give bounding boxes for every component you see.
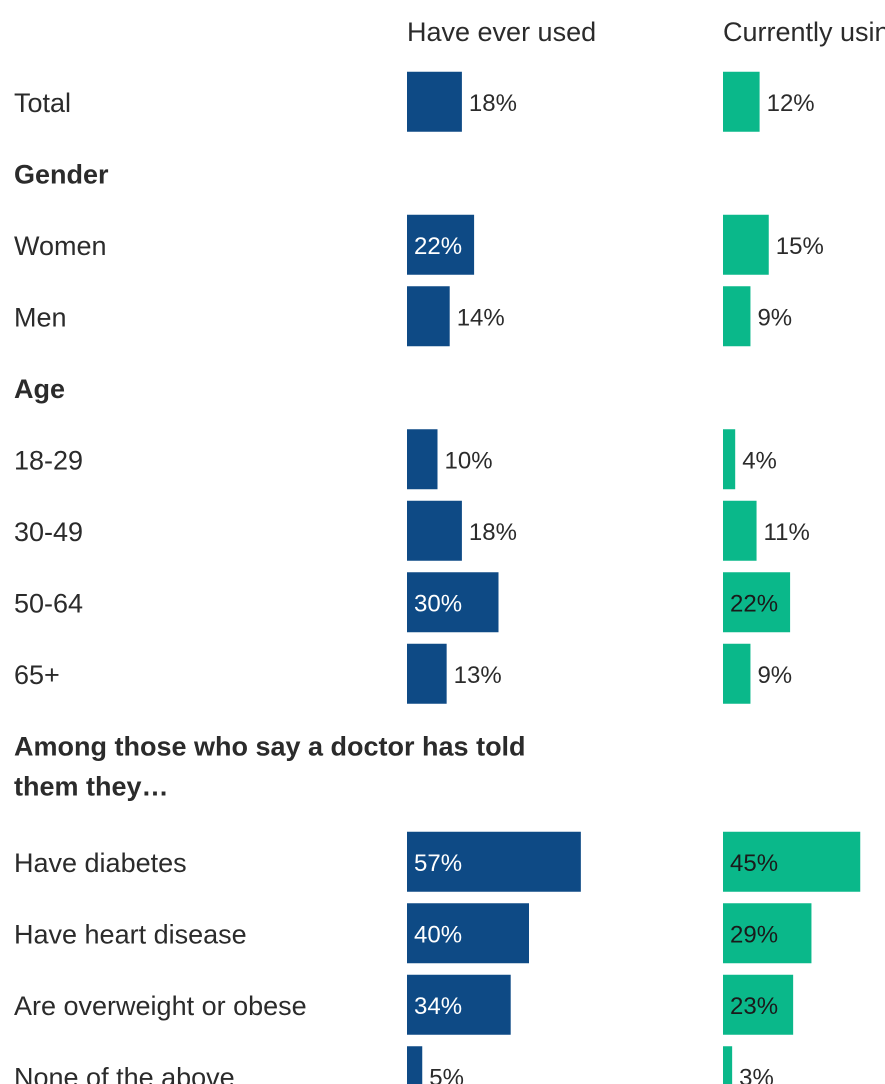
value-label-currently-using: 9%: [757, 662, 792, 689]
bar-currently-using: [723, 643, 751, 704]
section-label: Age: [14, 374, 65, 404]
value-label-currently-using: 23%: [730, 993, 778, 1020]
value-label-currently-using: 45%: [730, 850, 778, 877]
row-label: Total: [14, 88, 71, 118]
value-label-ever-used: 40%: [414, 921, 462, 948]
value-label-currently-using: 4%: [742, 447, 777, 474]
row-label: None of the above: [14, 1062, 235, 1084]
section-label: Gender: [14, 159, 109, 189]
bar-ever-used: [407, 71, 462, 132]
row-label: 65+: [14, 660, 60, 690]
bar-ever-used: [407, 831, 581, 892]
bar-ever-used: [407, 903, 529, 964]
bar-ever-used: [407, 572, 499, 633]
row-label: 50-64: [14, 588, 83, 618]
bar-currently-using: [723, 974, 794, 1035]
section-label: them they…: [14, 771, 169, 801]
value-label-currently-using: 3%: [739, 1064, 774, 1084]
value-label-ever-used: 30%: [414, 590, 462, 617]
row-label: Women: [14, 231, 107, 261]
value-label-currently-using: 9%: [757, 304, 792, 331]
value-label-ever-used: 5%: [429, 1064, 464, 1084]
row-label: Are overweight or obese: [14, 991, 307, 1021]
bar-ever-used: [407, 974, 511, 1035]
bar-ever-used: [407, 500, 462, 561]
value-label-currently-using: 15%: [776, 233, 824, 260]
value-label-currently-using: 11%: [764, 519, 810, 546]
bar-ever-used: [407, 1046, 423, 1084]
row-label: Men: [14, 302, 67, 332]
value-label-currently-using: 22%: [730, 590, 778, 617]
column-header-ever-used: Have ever used: [407, 17, 596, 47]
bar-currently-using: [723, 572, 791, 633]
chart-rows: Total 18% 12% Gender Women 22% 15% Men 14% 9% Age 1…: [14, 71, 861, 1084]
value-label-ever-used: 34%: [414, 993, 462, 1020]
bar-ever-used: [407, 214, 475, 275]
bar-currently-using: [723, 214, 769, 275]
value-label-currently-using: 29%: [730, 921, 778, 948]
bar-currently-using: [723, 71, 760, 132]
value-label-ever-used: 10%: [445, 447, 493, 474]
bar-currently-using: [723, 831, 861, 892]
value-label-currently-using: 12%: [767, 90, 815, 117]
column-header-currently-using: Currently using: [723, 17, 885, 47]
row-label: 18-29: [14, 445, 83, 475]
value-label-ever-used: 13%: [454, 662, 502, 689]
bar-currently-using: [723, 286, 751, 347]
row-label: Have diabetes: [14, 848, 187, 878]
bar-currently-using: [723, 500, 757, 561]
value-label-ever-used: 18%: [469, 90, 517, 117]
bar-currently-using: [723, 429, 736, 490]
value-label-ever-used: 57%: [414, 850, 462, 877]
bar-ever-used: [407, 429, 438, 490]
row-label: 30-49: [14, 517, 83, 547]
value-label-ever-used: 14%: [457, 304, 505, 331]
row-label: Have heart disease: [14, 919, 247, 949]
bar-ever-used: [407, 643, 447, 704]
value-label-ever-used: 22%: [414, 233, 462, 260]
section-label: Among those who say a doctor has told: [14, 731, 526, 761]
value-label-ever-used: 18%: [469, 519, 517, 546]
bar-currently-using: [723, 903, 812, 964]
bar-ever-used: [407, 286, 450, 347]
bar-currently-using: [723, 1046, 733, 1084]
